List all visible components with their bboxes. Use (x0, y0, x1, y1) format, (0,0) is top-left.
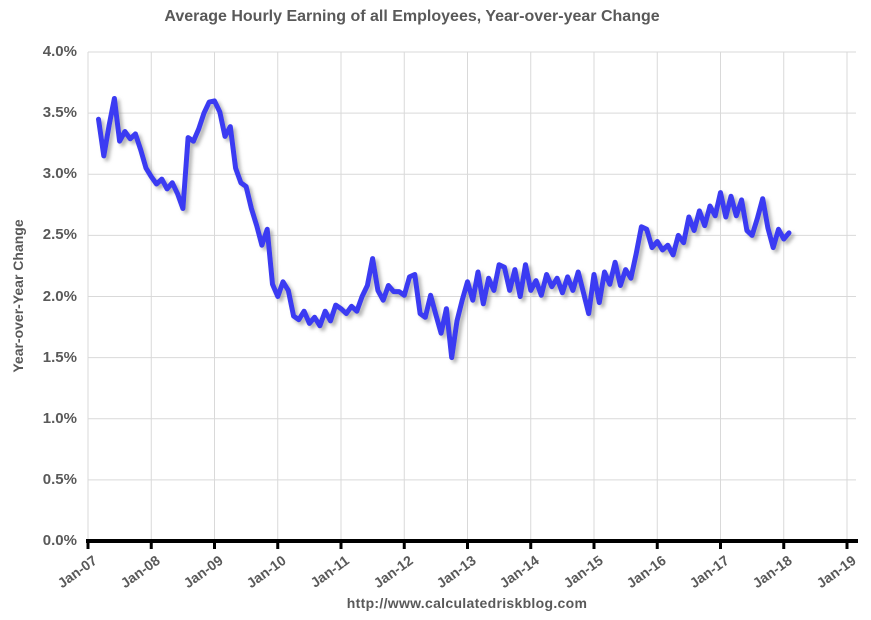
y-tick-label: 3.5% (42, 104, 77, 122)
chart-title: Average Hourly Earning of all Employees,… (164, 8, 660, 25)
y-tick-label: 1.5% (42, 348, 77, 366)
data-line-series (96, 96, 792, 361)
x-axis-line (86, 539, 858, 549)
y-tick-label: 2.5% (42, 226, 77, 244)
y-tick-label: 1.0% (42, 409, 77, 427)
footer-url: http://www.calculatedriskblog.com (346, 595, 588, 611)
y-tick-label: 2.0% (42, 287, 77, 305)
y-tick-label: 4.0% (42, 43, 77, 60)
y-tick-label: 0.0% (42, 532, 77, 549)
y-tick-label: 0.5% (42, 470, 77, 488)
horizontal-gridlines (88, 51, 856, 481)
y-tick-label: 3.0% (42, 165, 77, 183)
y-axis-title: Year-over-Year Change (10, 219, 26, 373)
